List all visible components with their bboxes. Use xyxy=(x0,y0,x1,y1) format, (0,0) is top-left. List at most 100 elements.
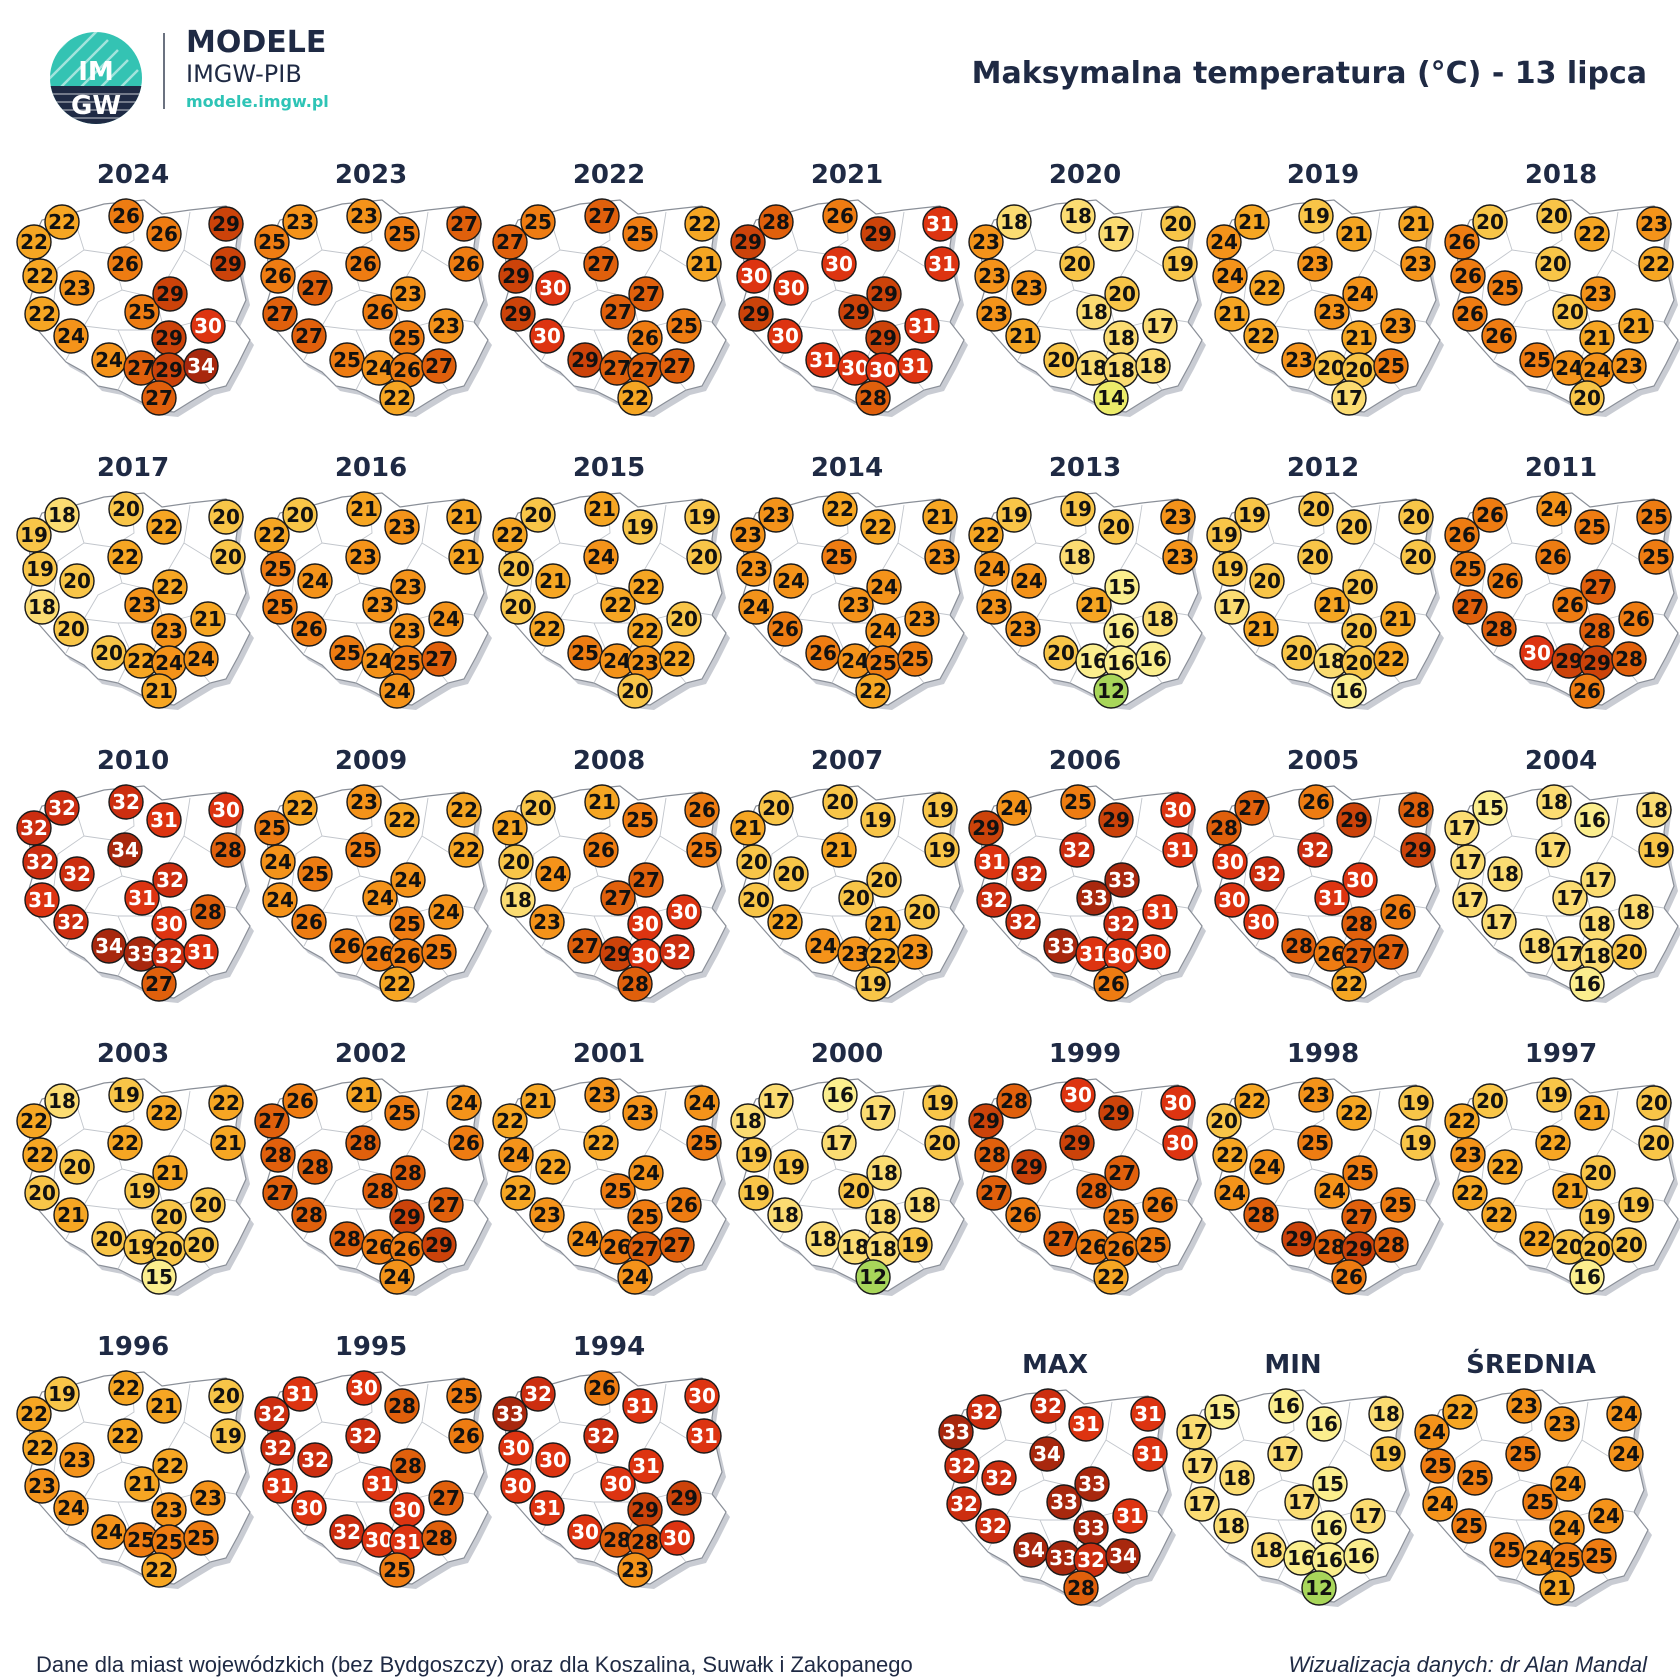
station-marker: 19 xyxy=(1370,1436,1406,1472)
station-dot xyxy=(866,569,902,605)
station-dot xyxy=(183,934,219,970)
station-value: 21 xyxy=(350,1083,378,1107)
station-value: 22 xyxy=(28,302,56,326)
station-marker: 29 xyxy=(1336,802,1372,838)
station-dot xyxy=(384,216,420,252)
station-dot xyxy=(1135,1227,1171,1263)
station-value: 26 xyxy=(349,252,377,276)
station-value: 20 xyxy=(870,868,898,892)
station-marker: 21 xyxy=(584,491,620,527)
station-value: 27 xyxy=(145,972,173,996)
station-marker: 25 xyxy=(1060,784,1096,820)
station-marker: 29 xyxy=(730,224,766,260)
station-value: 19 xyxy=(1216,557,1244,581)
map-panel-2015: 2015 20 21 19 22 19 20 20 21 24 20 22 22 22 22 20 25 24 23… xyxy=(490,453,730,733)
station-value: 30 xyxy=(571,1520,599,1544)
station-dot xyxy=(1638,246,1674,282)
station-marker: 26 xyxy=(362,294,398,330)
station-value: 18 xyxy=(1255,1538,1283,1562)
station-marker: 18 xyxy=(1213,1508,1249,1544)
station-value: 22 xyxy=(20,1402,48,1426)
station-dot xyxy=(446,206,482,242)
station-dot xyxy=(152,862,188,898)
station-dot xyxy=(208,1378,244,1414)
station-marker: 28 xyxy=(855,380,891,416)
station-dot xyxy=(1420,1448,1456,1484)
station-marker: 32 xyxy=(659,934,695,970)
station-value: 22 xyxy=(1340,1101,1368,1125)
station-value: 28 xyxy=(425,1526,453,1550)
station-value: 24 xyxy=(1253,1155,1281,1179)
station-dot xyxy=(345,832,381,868)
station-marker: 29 xyxy=(1341,1231,1377,1267)
station-value: 20 xyxy=(928,1131,956,1155)
station-marker: 22 xyxy=(44,204,80,240)
station-dot xyxy=(24,1175,60,1211)
station-dot xyxy=(1214,296,1250,332)
station-value: 29 xyxy=(155,358,183,382)
station-marker: 16 xyxy=(822,1077,858,1113)
station-value: 30 xyxy=(539,1448,567,1472)
station-value: 17 xyxy=(1485,910,1513,934)
station-marker: 19 xyxy=(1618,1187,1654,1223)
station-marker: 20 xyxy=(1336,509,1372,545)
station-marker: 25 xyxy=(1103,1199,1139,1235)
station-value: 28 xyxy=(194,900,222,924)
station-marker: 20 xyxy=(1313,350,1349,386)
station-value: 21 xyxy=(450,505,478,529)
station-dot xyxy=(773,1149,809,1185)
station-marker: 30 xyxy=(627,938,663,974)
station-dot xyxy=(59,563,95,599)
station-marker: 20 xyxy=(924,1125,960,1161)
station-dot xyxy=(1580,1155,1616,1191)
station-dot xyxy=(44,204,80,240)
station-dot xyxy=(448,1418,484,1454)
station-dot xyxy=(1331,380,1367,416)
station-marker: 22 xyxy=(492,517,528,553)
region-border xyxy=(1273,618,1323,684)
station-marker: 30 xyxy=(498,1430,534,1466)
station-marker: 20 xyxy=(1098,509,1134,545)
station-marker: 32 xyxy=(254,1396,290,1432)
station-dot xyxy=(897,934,933,970)
station-dot xyxy=(1618,894,1654,930)
station-value: 29 xyxy=(1102,808,1130,832)
station-marker: 25 xyxy=(421,934,457,970)
station-value: 18 xyxy=(734,1109,762,1133)
station-value: 30 xyxy=(1164,798,1192,822)
station-value: 20 xyxy=(1539,252,1567,276)
region-border xyxy=(321,1497,371,1563)
station-value: 24 xyxy=(809,934,837,958)
station-dot xyxy=(1068,1406,1104,1442)
station-value: 26 xyxy=(1476,503,1504,527)
station-value: 21 xyxy=(926,505,954,529)
station-marker: 31 xyxy=(686,1418,722,1454)
logo-url[interactable]: modele.imgw.pl xyxy=(186,92,329,111)
station-value: 20 xyxy=(1476,1089,1504,1113)
station-marker: 22 xyxy=(822,491,858,527)
station-value: 25 xyxy=(333,348,361,372)
map-panel-2019: 2019 21 19 21 24 21 23 24 22 23 21 23 24 22 21 23 23 20 20… xyxy=(1204,160,1444,440)
station-marker: 32 xyxy=(946,1486,982,1522)
station-value: 24 xyxy=(869,619,897,643)
station-value: 25 xyxy=(258,230,286,254)
station-marker: 19 xyxy=(1212,551,1248,587)
station-marker: 22 xyxy=(379,966,415,1002)
station-dot xyxy=(346,491,382,527)
station-marker: 22 xyxy=(16,224,52,260)
station-marker: 26 xyxy=(1075,1229,1111,1265)
station-value: 28 xyxy=(1000,1089,1028,1113)
station-marker: 12 xyxy=(855,1259,891,1295)
station-dot xyxy=(924,1125,960,1161)
station-value: 28 xyxy=(762,210,790,234)
station-value: 22 xyxy=(145,1558,173,1582)
station-marker: 32 xyxy=(1073,1542,1109,1578)
station-dot xyxy=(1481,318,1517,354)
station-marker: 24 xyxy=(996,790,1032,826)
station-marker: 24 xyxy=(1214,1175,1250,1211)
station-dot xyxy=(1314,294,1350,330)
station-marker: 17 xyxy=(1182,1448,1218,1484)
station-value: 16 xyxy=(1315,1548,1343,1572)
